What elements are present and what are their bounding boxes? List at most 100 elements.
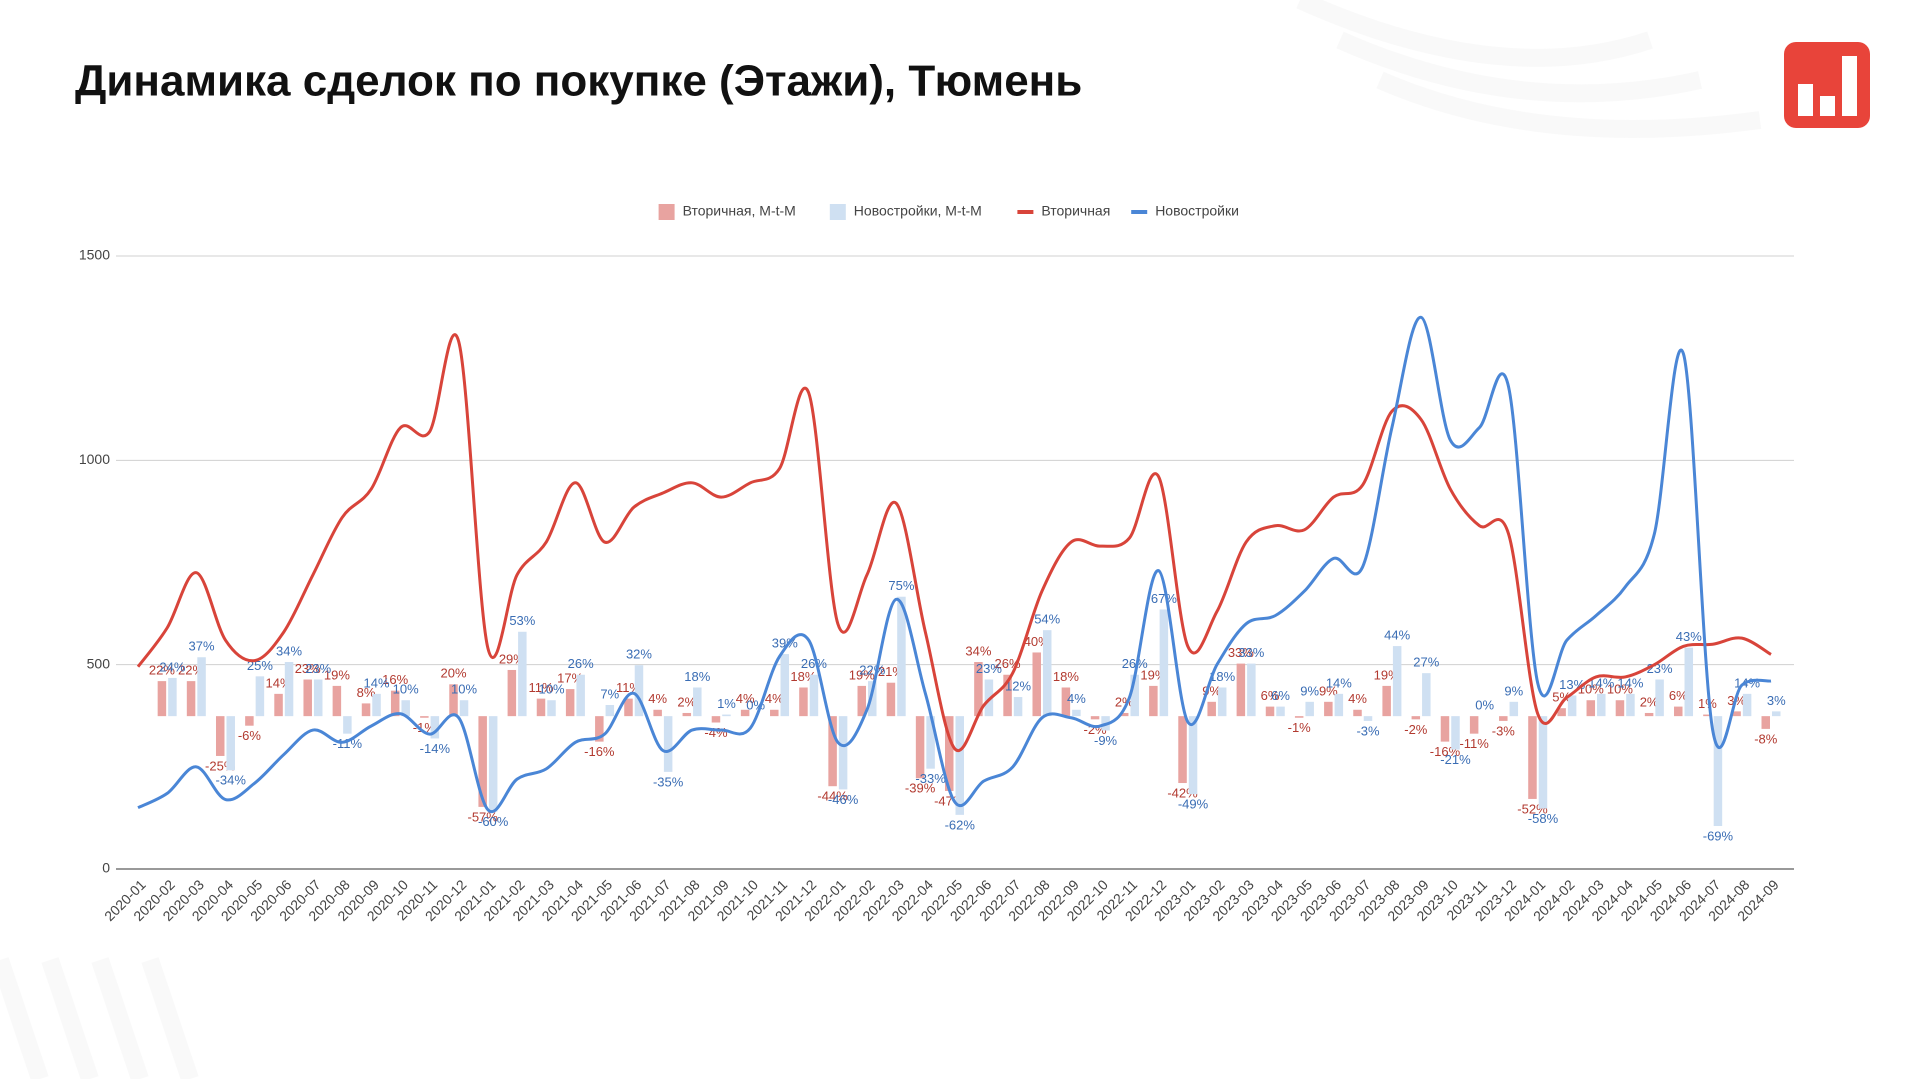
bar xyxy=(1032,652,1041,717)
data-label: -11% xyxy=(333,736,363,751)
data-label: 10% xyxy=(451,682,477,697)
data-label: 18% xyxy=(1209,669,1235,684)
data-label: 27% xyxy=(1413,655,1439,670)
bar xyxy=(857,685,867,717)
logo-bar xyxy=(1798,84,1813,116)
bar xyxy=(1236,663,1246,717)
data-label: 2% xyxy=(1640,694,1659,709)
data-label: 11% xyxy=(528,680,553,695)
data-label: -34% xyxy=(216,773,247,788)
bar xyxy=(449,684,458,717)
data-label: 14% xyxy=(1588,675,1614,690)
bar xyxy=(226,716,235,771)
bar xyxy=(1159,609,1169,717)
bar xyxy=(245,716,254,726)
bar xyxy=(595,716,604,742)
data-label: 5% xyxy=(1552,690,1571,705)
bar xyxy=(518,631,527,717)
bar xyxy=(663,716,673,772)
logo xyxy=(1784,42,1870,128)
data-label: 10% xyxy=(1607,682,1633,697)
bar xyxy=(168,677,177,717)
bar xyxy=(770,709,779,717)
bar xyxy=(1422,673,1431,717)
data-label: 32% xyxy=(626,647,652,662)
y-tick-label: 0 xyxy=(102,860,110,876)
bar xyxy=(1149,685,1158,717)
bar xyxy=(1061,687,1071,717)
bar xyxy=(1655,679,1664,717)
legend-label: Вторичная, M-t-M xyxy=(683,203,796,219)
data-label: 26% xyxy=(568,656,594,671)
bar xyxy=(1276,706,1285,717)
data-label: 23% xyxy=(1647,661,1673,676)
bar xyxy=(926,716,935,769)
data-label: 67% xyxy=(1151,591,1177,606)
data-label: 44% xyxy=(1384,628,1410,643)
data-label: 33% xyxy=(1238,645,1264,660)
data-label: 19% xyxy=(849,667,875,682)
bar xyxy=(1451,716,1460,750)
data-label: 10% xyxy=(538,682,564,697)
data-label: 19% xyxy=(324,667,350,682)
legend-swatch xyxy=(658,204,675,220)
data-label: 37% xyxy=(189,639,215,654)
bar xyxy=(897,596,906,717)
bar xyxy=(1392,646,1402,717)
decor-stripe xyxy=(0,957,199,1082)
bar xyxy=(1761,716,1770,729)
bar xyxy=(711,716,721,723)
data-label: -69% xyxy=(1703,828,1734,843)
data-label: -39% xyxy=(905,781,936,796)
data-label: -1% xyxy=(413,720,437,735)
bar xyxy=(507,669,517,717)
bar xyxy=(1305,701,1314,717)
bar xyxy=(1013,697,1023,717)
data-label: 18% xyxy=(684,669,710,684)
legend-label: Новостройки xyxy=(1155,203,1239,219)
data-label: -2% xyxy=(1404,722,1428,737)
chart-title: Динамика сделок по покупке (Этажи), Тюме… xyxy=(75,57,1082,106)
bar xyxy=(343,716,352,734)
bar xyxy=(624,698,633,717)
data-label: 18% xyxy=(1053,669,1079,684)
data-label: -62% xyxy=(945,817,976,832)
data-label: 26% xyxy=(1122,656,1148,671)
bar xyxy=(1586,700,1596,717)
bar xyxy=(303,679,312,717)
data-label: 14% xyxy=(364,675,390,690)
bar xyxy=(1772,711,1781,717)
bar xyxy=(332,685,342,717)
data-label: -16% xyxy=(584,744,615,759)
data-label: 20% xyxy=(441,666,467,681)
bar xyxy=(682,712,692,717)
data-label: -8% xyxy=(1754,731,1778,746)
data-label: -46% xyxy=(828,792,859,807)
bar xyxy=(430,716,440,739)
data-label: 4% xyxy=(1348,691,1367,706)
data-label: -3% xyxy=(1492,723,1516,738)
data-label: 6% xyxy=(1271,688,1290,703)
line xyxy=(137,315,1772,814)
data-label: 1% xyxy=(1698,696,1717,711)
data-label: -33% xyxy=(915,771,946,786)
data-label: -57% xyxy=(467,809,498,824)
bar xyxy=(547,700,556,717)
data-label: 75% xyxy=(888,578,914,593)
bar xyxy=(255,676,265,717)
bar xyxy=(1713,716,1723,827)
bar xyxy=(478,716,487,807)
bar xyxy=(1324,701,1333,717)
bar xyxy=(1217,687,1227,717)
bar xyxy=(1294,716,1304,718)
data-label: 4% xyxy=(1067,691,1086,706)
bar xyxy=(313,679,323,717)
data-label: 14% xyxy=(1326,675,1352,690)
data-label: 23% xyxy=(305,661,331,676)
y-tick-label: 1000 xyxy=(79,451,110,467)
decor-stripe xyxy=(1296,0,1762,138)
bar xyxy=(1042,630,1052,717)
data-label: -6% xyxy=(238,728,262,743)
data-label: -9% xyxy=(1094,733,1118,748)
